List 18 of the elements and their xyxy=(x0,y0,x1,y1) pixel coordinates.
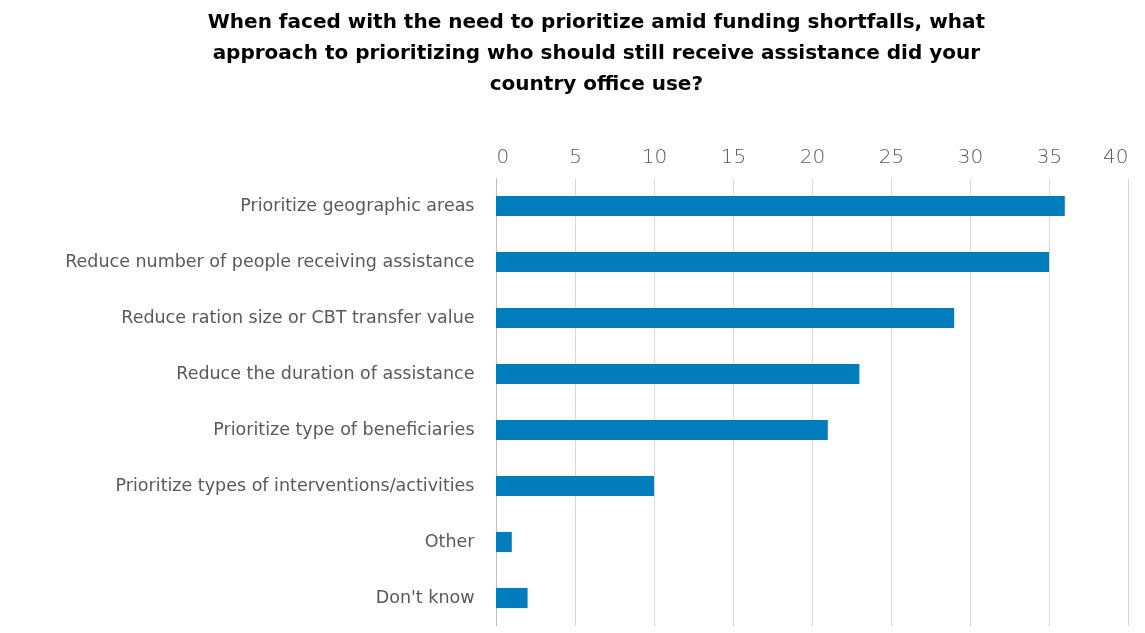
y-tick-label: Prioritize types of interventions/activities xyxy=(115,475,475,495)
x-tick-label: 35 xyxy=(1036,143,1063,168)
y-tick-label: Reduce ration size or CBT transfer value xyxy=(121,307,475,327)
y-tick-label: Don't know xyxy=(375,587,475,607)
y-tick-label: Prioritize type of beneficiaries xyxy=(213,419,475,439)
x-tick-label: 25 xyxy=(878,143,905,168)
y-tick-label: Prioritize geographic areas xyxy=(240,195,475,215)
y-tick-label: Reduce the duration of assistance xyxy=(176,363,475,383)
x-tick-label: 40 xyxy=(1103,143,1129,168)
chart-title: When faced with the need to prioritize amid funding shortfalls, what approach to prioritizing who should still receive assistance did your country office use? xyxy=(207,9,986,95)
x-tick-label: 5 xyxy=(569,143,582,168)
x-tick-label: 10 xyxy=(641,143,668,168)
x-tick-label: 20 xyxy=(799,143,826,168)
x-tick-label: 30 xyxy=(957,143,984,168)
y-tick-label: Other xyxy=(424,531,476,551)
x-tick-label: 15 xyxy=(720,143,747,168)
x-tick-label: 0 xyxy=(496,143,510,168)
y-tick-label: Reduce number of people receiving assistance xyxy=(65,251,475,271)
